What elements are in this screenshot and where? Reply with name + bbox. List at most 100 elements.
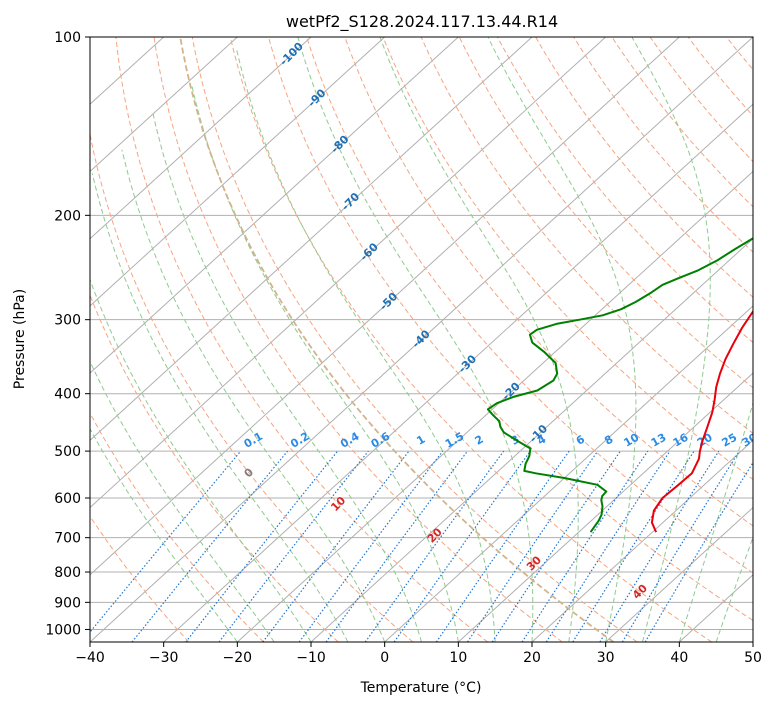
dry-adiabat-line xyxy=(535,37,753,298)
x-tick-label: 30 xyxy=(597,650,615,666)
moist-adiabat-line xyxy=(90,360,275,642)
dry-adiabat-label: 40 xyxy=(630,582,650,602)
moist-adiabat-line xyxy=(90,278,312,642)
dry-adiabat-line xyxy=(115,37,488,642)
x-tick-label: −20 xyxy=(223,650,253,666)
mixing-ratio-label: 30 xyxy=(740,431,760,450)
dry-adiabat-line xyxy=(268,37,753,622)
dewpoint-profile-line xyxy=(486,237,753,533)
mixing-ratio-label: 16 xyxy=(671,431,691,450)
isotherm-label: -100 xyxy=(277,39,306,68)
mixing-ratio-label: 0.6 xyxy=(369,429,393,450)
dry-adiabat-line xyxy=(726,37,753,71)
dry-adiabat-line xyxy=(458,37,753,389)
background-lines xyxy=(90,37,775,642)
mixing-ratio-label: 2 xyxy=(473,433,486,448)
chart-title: wetPf2_S128.2024.117.13.44.R14 xyxy=(286,12,558,32)
mixing-ratio-line xyxy=(599,450,720,642)
dry-adiabat-line xyxy=(191,37,638,642)
mixing-ratio-line xyxy=(325,450,468,642)
isotherm-line xyxy=(531,439,753,642)
y-tick-label: 200 xyxy=(54,208,81,224)
mixing-ratio-label: 25 xyxy=(719,431,739,450)
mixing-ratio-line xyxy=(131,450,289,642)
dry-adiabat-label: 0 xyxy=(242,465,257,480)
dry-adiabat-line xyxy=(687,37,753,117)
dry-adiabat-line xyxy=(90,515,190,642)
mixing-ratio-line xyxy=(521,450,649,642)
mixing-ratio-label: 6 xyxy=(574,432,587,447)
y-axis: 100 200 300 400 500 600 700 800 900 1000 xyxy=(45,30,90,638)
moist-adiabat-line xyxy=(91,173,349,642)
dry-adiabat-line xyxy=(573,37,753,253)
dry-adiabat-line xyxy=(344,37,753,527)
moist-adiabat-line xyxy=(191,83,459,642)
moist-adiabat-line xyxy=(678,401,753,642)
profiles xyxy=(486,237,753,533)
mixing-ratio-line xyxy=(364,450,505,642)
mixing-ratio-line xyxy=(621,450,740,642)
plot-frame xyxy=(89,36,754,643)
mixing-ratio-label: 1 xyxy=(414,433,427,448)
x-tick-label: −10 xyxy=(296,650,326,666)
x-tick-label: 40 xyxy=(670,650,688,666)
mixing-ratio-label: 1.5 xyxy=(443,430,466,451)
mixing-ratio-line xyxy=(393,450,531,642)
mixing-ratio-line xyxy=(90,450,242,633)
temperature-profile-line xyxy=(650,309,753,533)
dry-adiabat-line xyxy=(90,131,414,642)
mixing-ratio-line xyxy=(435,450,570,642)
mixing-ratio-line xyxy=(572,450,695,642)
mixing-ratio-line xyxy=(491,450,621,642)
moist-adiabat-line xyxy=(90,427,238,642)
moist-adiabat-line xyxy=(631,37,711,642)
x-tick-label: −30 xyxy=(149,650,179,666)
mixing-ratio-label: 8 xyxy=(602,433,615,448)
isotherm-line xyxy=(236,170,753,642)
reference-curve xyxy=(179,37,615,642)
isotherm-line xyxy=(384,305,753,642)
moist-adiabat-line xyxy=(152,114,422,642)
dry-adiabat-label: 30 xyxy=(524,553,544,573)
dry-adiabat-line xyxy=(306,37,753,574)
isotherm-line xyxy=(163,103,753,642)
isotherm-line xyxy=(457,372,753,642)
mixing-ratio-label: 0.2 xyxy=(288,430,311,451)
mixing-ratio-line xyxy=(262,450,410,642)
mixing-ratio-label: 10 xyxy=(622,431,642,450)
dry-adiabat-line xyxy=(765,37,775,642)
moist-adiabat-line xyxy=(487,37,637,642)
moist-adiabat-line xyxy=(236,49,496,642)
y-tick-label: 1000 xyxy=(45,622,81,638)
mixing-ratio-label: 0.4 xyxy=(338,429,362,450)
x-axis: −40 −30 −20 −10 0 10 20 30 40 50 xyxy=(75,642,762,666)
isotherm-line xyxy=(90,37,533,442)
dry-adiabat-line xyxy=(496,37,753,344)
isotherm-line xyxy=(90,37,459,374)
moist-adiabat-line xyxy=(121,149,386,642)
x-tick-label: 10 xyxy=(449,650,467,666)
mixing-ratio-line xyxy=(545,450,671,642)
moist-adiabat-line xyxy=(715,535,753,642)
y-tick-label: 900 xyxy=(54,595,81,611)
y-tick-label: 600 xyxy=(54,491,81,507)
dry-adiabat-line xyxy=(382,37,753,481)
y-tick-label: 800 xyxy=(54,565,81,581)
moist-adiabat-line xyxy=(297,37,534,642)
y-tick-label: 300 xyxy=(54,313,81,329)
x-tick-label: −40 xyxy=(75,650,105,666)
y-axis-label: Pressure (hPa) xyxy=(12,289,28,389)
dry-adiabat-line xyxy=(611,37,753,208)
dry-adiabat-line xyxy=(229,37,712,642)
isotherm-line xyxy=(90,37,386,307)
isotherm-line xyxy=(752,641,753,642)
y-tick-label: 500 xyxy=(54,444,81,460)
y-tick-label: 100 xyxy=(54,30,81,46)
x-tick-label: 20 xyxy=(523,650,541,666)
moist-adiabat-line xyxy=(379,37,579,642)
isotherm-line xyxy=(605,506,753,642)
isotherm-line xyxy=(90,37,312,240)
y-tick-label: 400 xyxy=(54,387,81,403)
mixing-ratio-label: 13 xyxy=(649,431,669,450)
